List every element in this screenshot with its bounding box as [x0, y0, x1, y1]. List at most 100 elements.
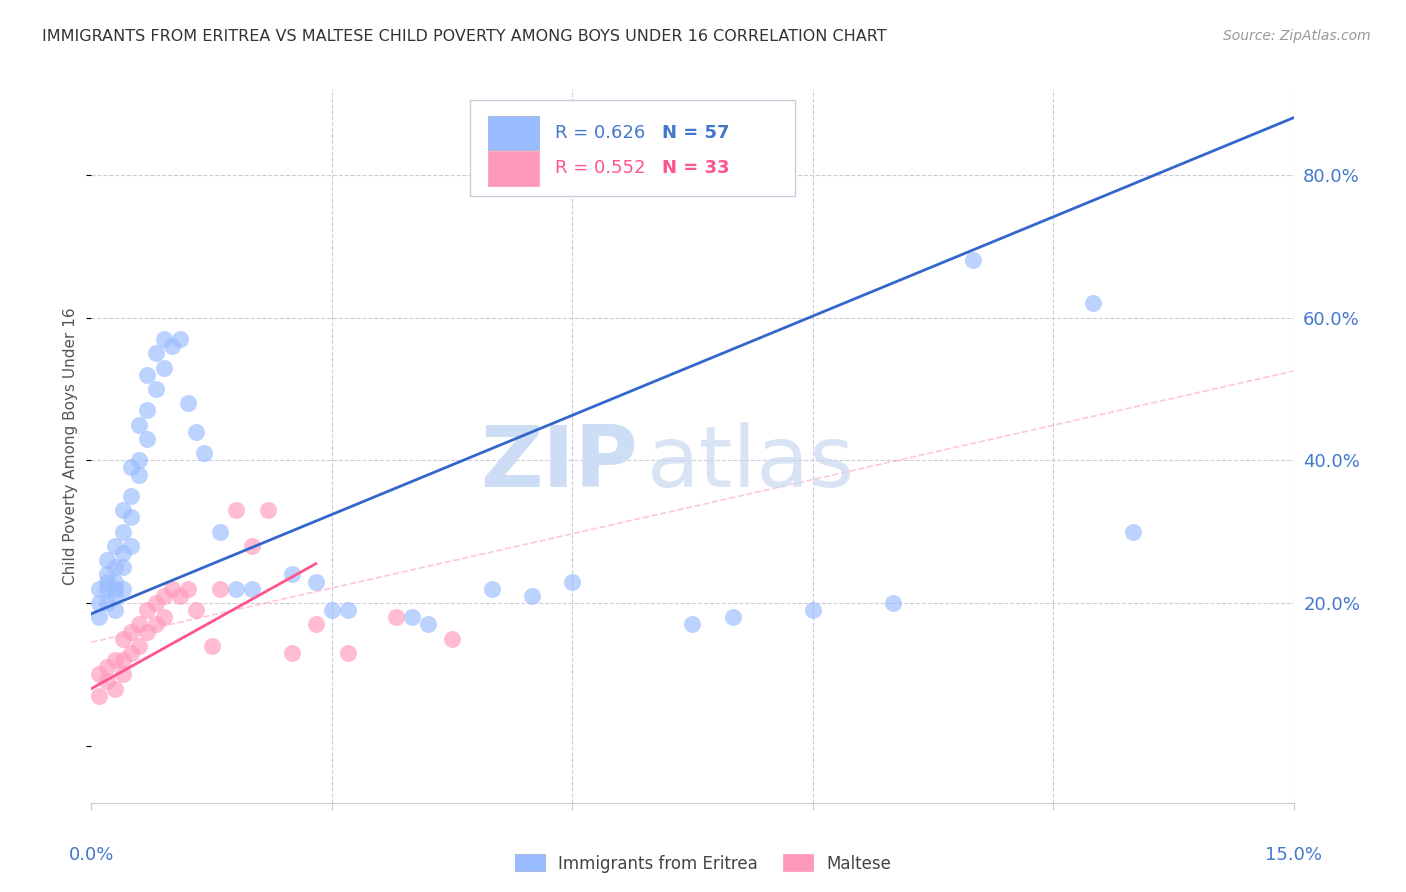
Point: [136, 368, 159, 382]
Point: [128, 417, 150, 432]
Point: [152, 332, 174, 346]
Point: [96, 660, 118, 674]
Point: [104, 582, 127, 596]
FancyBboxPatch shape: [488, 152, 538, 186]
Point: [240, 582, 263, 596]
Point: [522, 589, 544, 603]
Point: [96, 582, 118, 596]
Point: [112, 546, 135, 560]
Point: [1122, 524, 1144, 539]
Text: 15.0%: 15.0%: [1265, 846, 1322, 863]
Point: [89, 689, 111, 703]
Point: [112, 503, 135, 517]
Point: [681, 617, 703, 632]
Point: [136, 432, 159, 446]
Point: [321, 603, 343, 617]
Point: [225, 582, 247, 596]
Point: [193, 446, 215, 460]
Point: [136, 403, 159, 417]
Point: [201, 639, 224, 653]
Point: [160, 582, 183, 596]
Point: [801, 603, 824, 617]
Point: [440, 632, 463, 646]
Text: N = 33: N = 33: [662, 160, 730, 178]
Point: [121, 460, 143, 475]
Point: [208, 582, 231, 596]
Point: [305, 617, 328, 632]
Point: [104, 539, 127, 553]
Point: [121, 489, 143, 503]
Point: [96, 596, 118, 610]
Point: [721, 610, 744, 624]
Text: 0.0%: 0.0%: [69, 846, 114, 863]
Point: [145, 346, 167, 360]
Point: [962, 253, 984, 268]
Point: [176, 396, 198, 410]
Point: [104, 589, 127, 603]
Point: [89, 667, 111, 681]
Text: IMMIGRANTS FROM ERITREA VS MALTESE CHILD POVERTY AMONG BOYS UNDER 16 CORRELATION: IMMIGRANTS FROM ERITREA VS MALTESE CHILD…: [42, 29, 887, 44]
Point: [112, 560, 135, 574]
Y-axis label: Child Poverty Among Boys Under 16: Child Poverty Among Boys Under 16: [63, 307, 79, 585]
Point: [89, 596, 111, 610]
Point: [89, 582, 111, 596]
FancyBboxPatch shape: [470, 100, 794, 196]
Point: [89, 610, 111, 624]
Text: atlas: atlas: [647, 422, 855, 506]
Point: [416, 617, 439, 632]
Point: [336, 646, 359, 660]
Point: [128, 453, 150, 467]
Point: [1083, 296, 1105, 310]
Text: N = 57: N = 57: [662, 124, 730, 142]
Point: [96, 574, 118, 589]
Text: Source: ZipAtlas.com: Source: ZipAtlas.com: [1223, 29, 1371, 43]
Point: [160, 339, 183, 353]
Point: [145, 596, 167, 610]
Point: [112, 667, 135, 681]
Point: [152, 610, 174, 624]
FancyBboxPatch shape: [488, 116, 538, 150]
Point: [104, 574, 127, 589]
Point: [225, 503, 247, 517]
Text: ZIP: ZIP: [481, 422, 638, 506]
Point: [96, 553, 118, 567]
Point: [184, 603, 207, 617]
Point: [128, 617, 150, 632]
Point: [112, 653, 135, 667]
Point: [121, 624, 143, 639]
Point: [104, 603, 127, 617]
Point: [112, 632, 135, 646]
Point: [176, 582, 198, 596]
Point: [240, 539, 263, 553]
Point: [208, 524, 231, 539]
Point: [121, 510, 143, 524]
Point: [169, 589, 191, 603]
Point: [882, 596, 904, 610]
Point: [104, 681, 127, 696]
Text: R = 0.552: R = 0.552: [555, 160, 645, 178]
Point: [128, 639, 150, 653]
Point: [128, 467, 150, 482]
Point: [401, 610, 423, 624]
Point: [184, 425, 207, 439]
Point: [281, 567, 304, 582]
Point: [169, 332, 191, 346]
Point: [145, 617, 167, 632]
Point: [145, 382, 167, 396]
Point: [96, 567, 118, 582]
Point: [481, 582, 503, 596]
Legend: Immigrants from Eritrea, Maltese: Immigrants from Eritrea, Maltese: [508, 847, 898, 880]
Point: [281, 646, 304, 660]
Point: [112, 524, 135, 539]
Point: [136, 603, 159, 617]
Point: [152, 360, 174, 375]
Point: [136, 624, 159, 639]
Text: R = 0.626: R = 0.626: [555, 124, 645, 142]
Point: [104, 653, 127, 667]
Point: [305, 574, 328, 589]
Point: [121, 539, 143, 553]
Point: [121, 646, 143, 660]
Point: [96, 674, 118, 689]
Point: [561, 574, 583, 589]
Point: [104, 560, 127, 574]
